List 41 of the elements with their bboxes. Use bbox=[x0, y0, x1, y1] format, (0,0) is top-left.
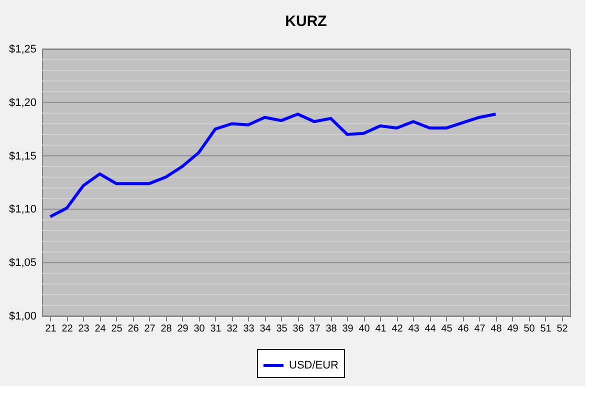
y-tick-label: $1,00 bbox=[8, 310, 36, 322]
x-tick-label: 29 bbox=[177, 324, 189, 334]
chart-title: KURZ bbox=[285, 13, 327, 30]
x-tick-label: 28 bbox=[160, 324, 172, 334]
x-tick-label: 32 bbox=[226, 324, 238, 334]
x-tick-label: 51 bbox=[540, 324, 552, 334]
x-tick-label: 50 bbox=[524, 324, 536, 334]
x-tick-label: 52 bbox=[556, 324, 568, 334]
x-tick-label: 42 bbox=[392, 324, 404, 334]
x-tick-label: 27 bbox=[144, 324, 156, 334]
x-tick-label: 37 bbox=[309, 324, 321, 334]
x-tick-label: 47 bbox=[474, 324, 486, 334]
x-tick-label: 23 bbox=[78, 324, 90, 334]
x-tick-label: 43 bbox=[408, 324, 420, 334]
x-tick-label: 26 bbox=[128, 324, 140, 334]
y-tick-label: $1,25 bbox=[8, 44, 36, 56]
x-tick-label: 46 bbox=[458, 324, 470, 334]
line-series bbox=[48, 112, 498, 218]
x-tick-label: 30 bbox=[194, 324, 206, 334]
x-tick-label: 49 bbox=[507, 324, 519, 334]
y-tick-label: $1,20 bbox=[8, 96, 36, 109]
x-tick-label: 35 bbox=[276, 324, 288, 334]
x-tick-label: 36 bbox=[292, 324, 304, 334]
x-tick-label: 41 bbox=[375, 324, 387, 334]
x-tick-label: 25 bbox=[111, 324, 123, 334]
x-tick-label: 38 bbox=[326, 324, 338, 334]
x-tick-label: 34 bbox=[260, 324, 272, 334]
x-tick-label: 44 bbox=[424, 324, 436, 334]
y-tick-label: $1,05 bbox=[8, 257, 36, 270]
x-tick-label: 21 bbox=[45, 324, 57, 334]
x-tick-label: 22 bbox=[62, 324, 74, 334]
x-tick-label: 45 bbox=[441, 324, 453, 334]
y-tick-label: $1,10 bbox=[8, 204, 36, 216]
x-tick-label: 48 bbox=[490, 324, 502, 334]
x-tick-label: 33 bbox=[243, 324, 255, 334]
x-tick-label: 31 bbox=[210, 324, 222, 334]
legend-label: USD/EUR bbox=[289, 360, 339, 372]
x-tick-label: 39 bbox=[342, 324, 354, 334]
x-tick-label: 24 bbox=[94, 324, 106, 334]
y-tick-label: $1,15 bbox=[8, 150, 36, 162]
x-tick-label: 40 bbox=[358, 324, 370, 334]
